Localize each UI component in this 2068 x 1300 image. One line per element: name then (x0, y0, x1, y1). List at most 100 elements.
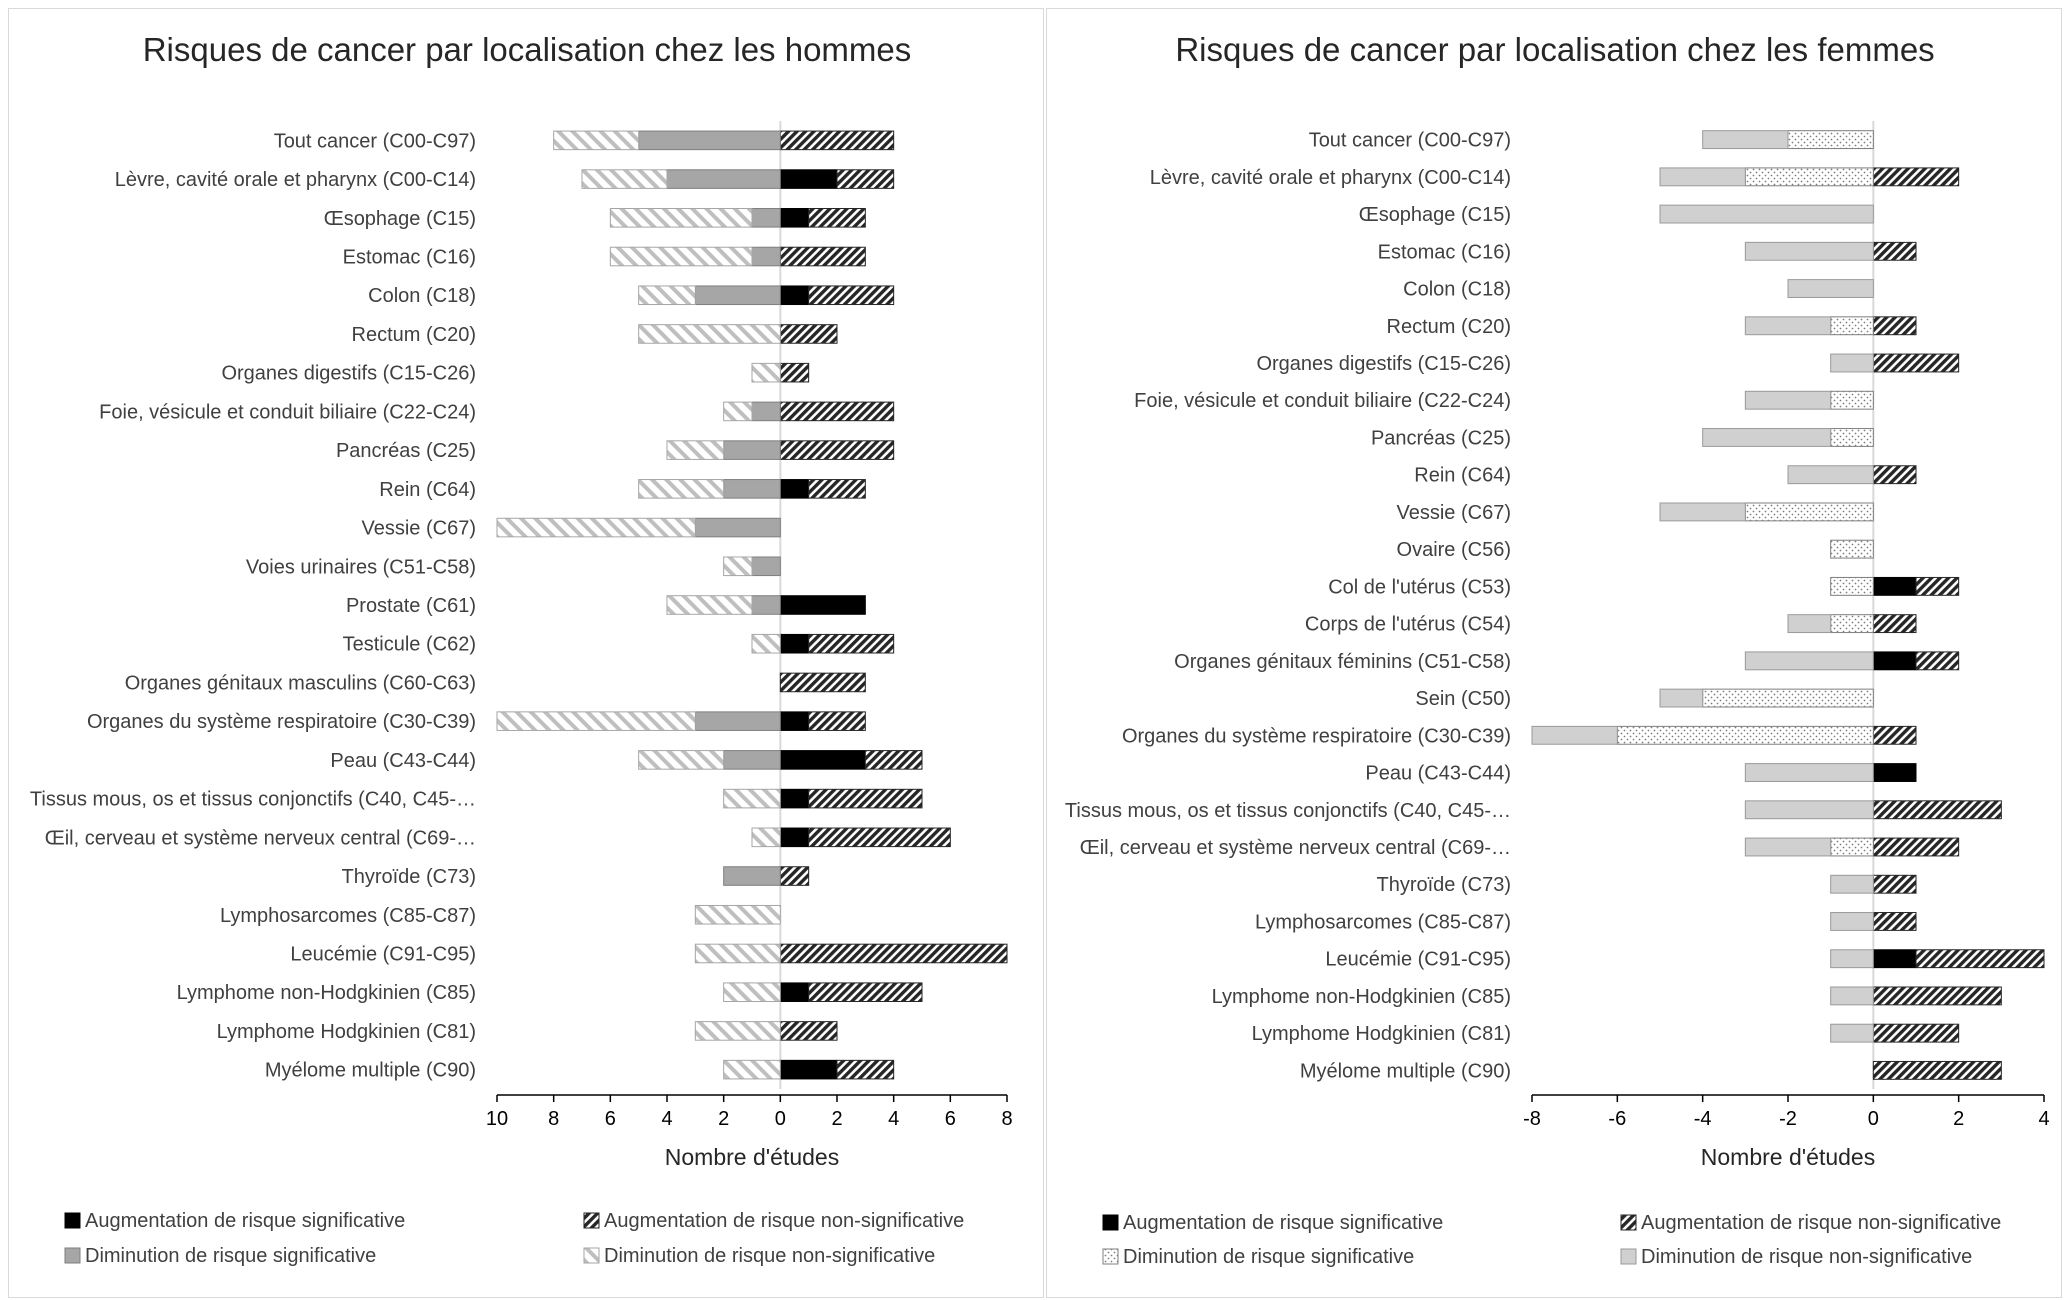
bar-segment-dots (1787, 130, 1874, 150)
bar-segment-hatch-light (723, 1059, 781, 1080)
bar-segment-black (1872, 651, 1917, 671)
bar-segment-hatch-light (751, 362, 781, 383)
bar-segment-hatch-dark (1915, 949, 2045, 969)
chart-panel-women: Risques de cancer par localisation chez … (1046, 8, 2062, 1298)
bar-segment-hatch-light (553, 130, 640, 151)
chart-title: Risques de cancer par localisation chez … (1175, 31, 1934, 68)
bar-segment-black (779, 711, 810, 731)
bar-segment-black (1872, 576, 1917, 596)
category-label: Col de l'utérus (C53) (1328, 576, 1511, 598)
bar-segment-lightgray (1744, 241, 1874, 261)
category-label: Leucémie (C91-C95) (290, 943, 476, 965)
legend-swatch (1102, 1248, 1119, 1265)
x-tick-label: -8 (1523, 1108, 1541, 1130)
bar-segment-dots (1830, 539, 1874, 559)
bar-segment-gray (638, 130, 781, 151)
bar-segment-black (779, 788, 810, 809)
bar-segment-gray (751, 595, 781, 615)
bar-segment-black (779, 750, 866, 770)
bar-segment-lightgray (1830, 353, 1874, 373)
bar-segment-lightgray (1787, 614, 1832, 634)
category-label: Sein (C50) (1415, 688, 1511, 710)
category-label: Rectum (C20) (352, 324, 476, 346)
bar-segment-lightgray (1830, 986, 1874, 1006)
x-tick-label: 4 (661, 1108, 672, 1130)
category-label: Ovaire (C56) (1397, 539, 1511, 561)
category-label: Organes digestifs (C15-C26) (221, 363, 476, 385)
category-label: Lymphosarcomes (C85-C87) (1255, 911, 1511, 933)
category-label: Lymphosarcomes (C85-C87) (220, 905, 476, 927)
chart-women: Risques de cancer par localisation chez … (1065, 31, 2050, 1268)
category-label: Voies urinaires (C51-C58) (246, 556, 476, 578)
bar-segment-hatch-light (581, 169, 668, 189)
legend-swatch (64, 1247, 81, 1264)
bar-segment-dots (1830, 428, 1874, 447)
category-label: Lymphome Hodgkinien (C81) (1252, 1023, 1511, 1045)
bar-segment-hatch-dark (779, 866, 810, 886)
chart-panel-men: Risques de cancer par localisation chez … (8, 8, 1044, 1298)
bar-segment-hatch-light (751, 633, 781, 654)
bar-segment-gray (666, 169, 781, 189)
bar-segment-hatch-light (694, 904, 781, 925)
chart-men: Risques de cancer par localisation chez … (30, 31, 1013, 1267)
bar-segment-lightgray (1659, 688, 1704, 708)
category-label: Vessie (C67) (362, 518, 477, 540)
category-label: Œsophage (C15) (1359, 204, 1511, 226)
bar-segment-lightgray (1702, 428, 1832, 447)
bar-segment-black (779, 285, 810, 306)
bar-segment-gray (751, 556, 781, 577)
bar-segment-lightgray (1531, 725, 1618, 745)
category-label: Lèvre, cavité orale et pharynx (C00-C14) (115, 169, 476, 191)
bar-segment-hatch-dark (779, 246, 866, 267)
x-tick-label: 8 (1001, 1108, 1012, 1130)
bar-segment-lightgray (1744, 763, 1874, 782)
bar-segment-lightgray (1744, 651, 1874, 671)
bar-segment-hatch-dark (1872, 614, 1917, 634)
bar-segment-lightgray (1659, 204, 1874, 224)
legend-label: Diminution de risque non-significative (1641, 1246, 1972, 1268)
bar-segment-hatch-light (751, 827, 781, 848)
bar-segment-hatch-dark (1915, 651, 1960, 671)
bar-segment-hatch-light (694, 1021, 781, 1041)
bar-segment-gray (723, 866, 781, 886)
bar-segment-hatch-dark (1872, 1023, 1960, 1043)
bar-segment-dots (1702, 688, 1874, 708)
bar-segment-black (779, 595, 866, 615)
bar-segment-lightgray (1744, 837, 1832, 857)
category-label: Prostate (C61) (346, 595, 476, 617)
bar-segment-black (779, 1059, 838, 1080)
legend-label: Diminution de risque non-significative (604, 1245, 935, 1267)
bar-segment-hatch-dark (808, 479, 866, 499)
bar-segment-hatch-dark (1872, 1060, 2002, 1080)
bar-segment-hatch-dark (836, 169, 895, 189)
bar-segment-hatch-dark (1872, 353, 1960, 373)
category-label: Organes du système respiratoire (C30-C39… (1122, 725, 1511, 747)
category-label: Corps de l'utérus (C54) (1305, 614, 1511, 636)
category-label: Colon (C18) (1403, 279, 1511, 301)
x-tick-label: 0 (1868, 1108, 1879, 1130)
bar-segment-black (779, 208, 810, 228)
category-label: Estomac (C16) (1378, 241, 1511, 263)
legend-swatch (583, 1247, 600, 1264)
bar-segment-hatch-light (666, 595, 753, 615)
legend-label: Augmentation de risque significative (85, 1210, 405, 1232)
bar-segment-hatch-light (496, 711, 696, 731)
x-tick-label: -4 (1694, 1108, 1712, 1130)
bar-segment-lightgray (1744, 316, 1832, 336)
bar-segment-gray (723, 440, 781, 460)
bar-segment-hatch-dark (808, 285, 895, 306)
bar-segment-hatch-light (638, 285, 696, 306)
bar-segment-hatch-dark (808, 633, 895, 654)
bar-segment-hatch-dark (864, 750, 923, 770)
bar-segment-hatch-dark (1872, 316, 1917, 336)
category-label: Myélome multiple (C90) (265, 1060, 476, 1082)
bar-segment-hatch-light (694, 943, 781, 964)
category-label: Pancréas (C25) (1371, 427, 1511, 449)
legend-swatch (1620, 1248, 1637, 1265)
bar-segment-dots (1830, 390, 1874, 410)
bar-segment-hatch-dark (808, 827, 951, 848)
bar-segment-hatch-dark (1872, 241, 1917, 261)
bar-segment-hatch-light (638, 479, 725, 499)
legend-label: Diminution de risque significative (1123, 1246, 1414, 1268)
bar-segment-lightgray (1659, 502, 1746, 522)
